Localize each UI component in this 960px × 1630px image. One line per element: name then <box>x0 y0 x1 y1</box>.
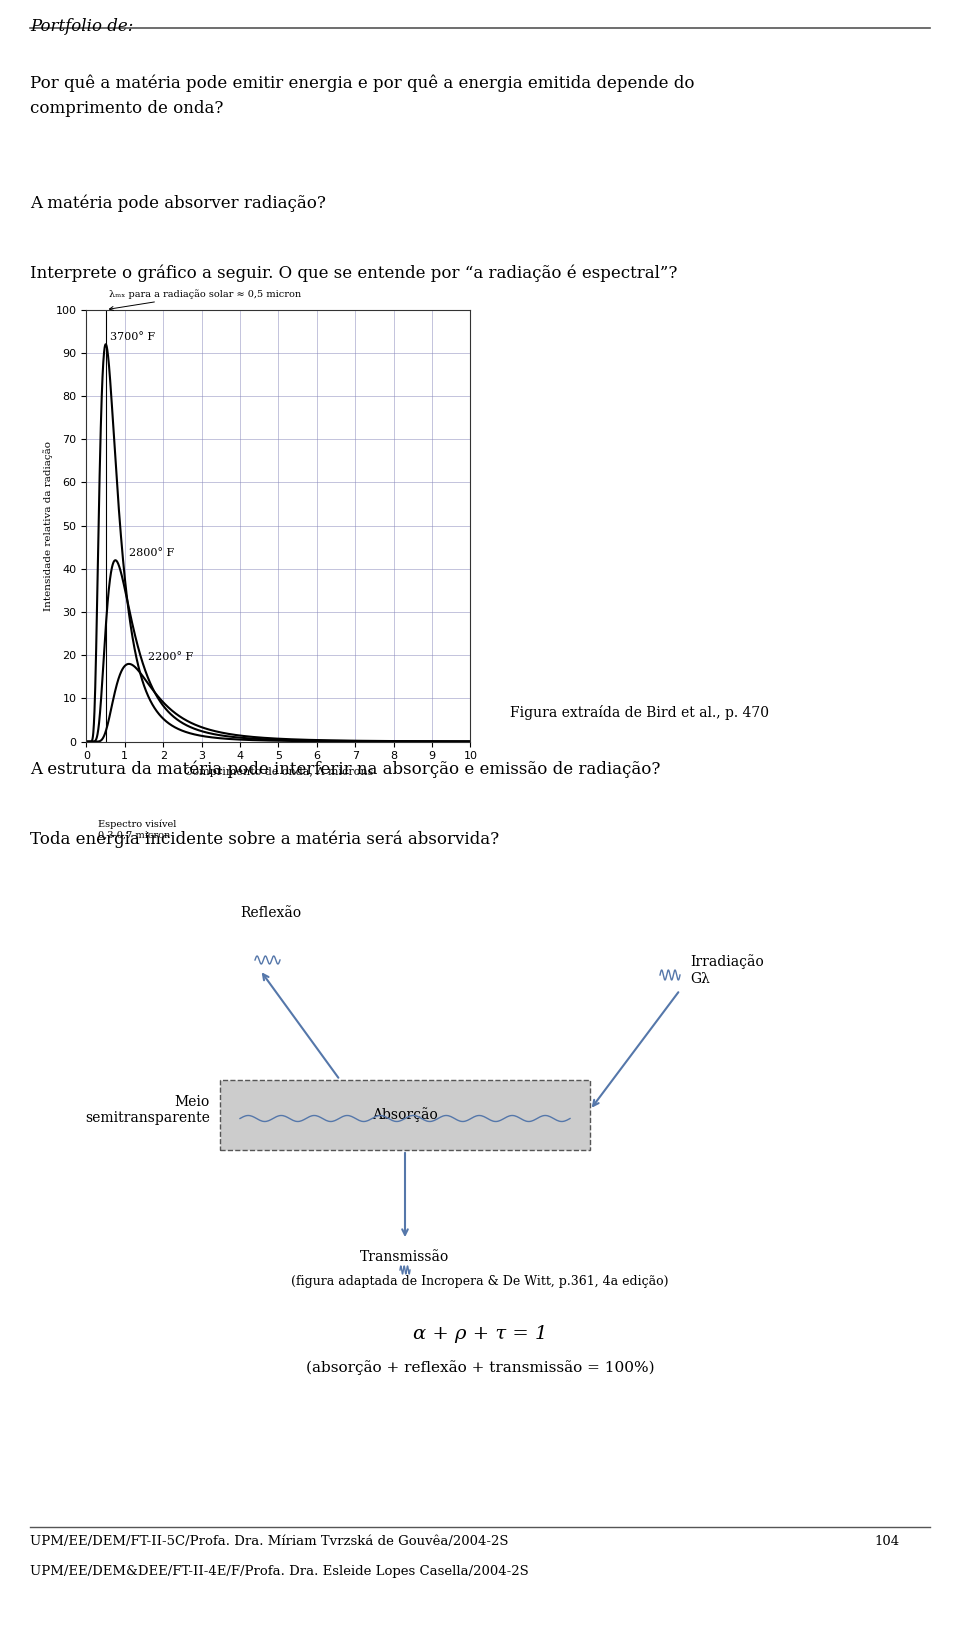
X-axis label: Comprimento de onda, Λ microns: Comprimento de onda, Λ microns <box>183 768 373 778</box>
Text: Meio
semitransparente: Meio semitransparente <box>85 1095 210 1125</box>
Text: Por quê a matéria pode emitir energia e por quê a energia emitida depende do
com: Por quê a matéria pode emitir energia e … <box>30 75 694 117</box>
Text: 104: 104 <box>875 1535 900 1548</box>
Text: Reflexão: Reflexão <box>240 906 301 919</box>
FancyBboxPatch shape <box>220 1081 590 1151</box>
Y-axis label: Intensidade relativa da radiação: Intensidade relativa da radiação <box>43 440 53 611</box>
Text: (absorção + reflexão + transmissão = 100%): (absorção + reflexão + transmissão = 100… <box>305 1359 655 1374</box>
Text: Espectro visível
0,3-0,7 micron: Espectro visível 0,3-0,7 micron <box>98 820 177 839</box>
Text: (figura adaptada de Incropera & De Witt, p.361, 4a edição): (figura adaptada de Incropera & De Witt,… <box>291 1275 669 1288</box>
Text: A matéria pode absorver radiação?: A matéria pode absorver radiação? <box>30 196 325 212</box>
Text: 2800° F: 2800° F <box>129 548 174 557</box>
Text: UPM/EE/DEM/FT-II-5C/Profa. Dra. Míriam Tvrzská de Gouvêa/2004-2S: UPM/EE/DEM/FT-II-5C/Profa. Dra. Míriam T… <box>30 1535 509 1548</box>
Text: UPM/EE/DEM&DEE/FT-II-4E/F/Profa. Dra. Esleide Lopes Casella/2004-2S: UPM/EE/DEM&DEE/FT-II-4E/F/Profa. Dra. Es… <box>30 1565 529 1578</box>
Text: Toda energia incidente sobre a matéria será absorvida?: Toda energia incidente sobre a matéria s… <box>30 830 499 848</box>
Text: Figura extraída de Bird et al., p. 470: Figura extraída de Bird et al., p. 470 <box>510 706 769 720</box>
Text: 3700° F: 3700° F <box>110 333 156 342</box>
Text: Transmissão: Transmissão <box>360 1250 449 1263</box>
Text: λₘₓ para a radiação solar ≈ 0,5 micron: λₘₓ para a radiação solar ≈ 0,5 micron <box>109 289 301 310</box>
Text: A estrutura da matéria pode interferir na absorção e emissão de radiação?: A estrutura da matéria pode interferir n… <box>30 760 660 778</box>
Text: Irradiação
Gλ: Irradiação Gλ <box>690 955 764 986</box>
Text: 2200° F: 2200° F <box>148 652 193 662</box>
Text: Interprete o gráfico a seguir. O que se entende por “a radiação é espectral”?: Interprete o gráfico a seguir. O que se … <box>30 266 678 282</box>
Text: α + ρ + τ = 1: α + ρ + τ = 1 <box>413 1325 547 1343</box>
Text: Portfolio de:: Portfolio de: <box>30 18 133 34</box>
Text: Absorção: Absorção <box>372 1107 438 1123</box>
